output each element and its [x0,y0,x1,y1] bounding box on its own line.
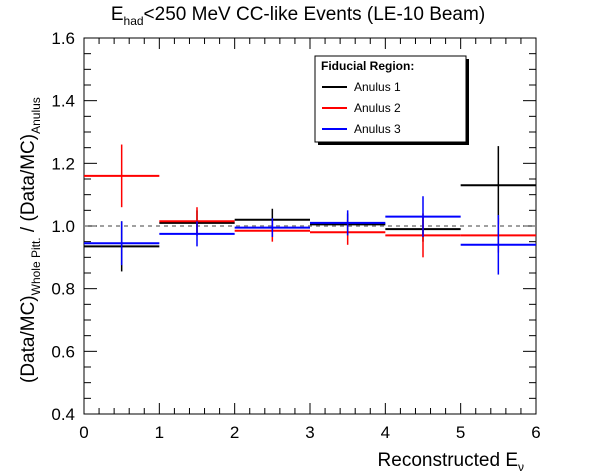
x-tick-label: 5 [456,423,465,442]
x-tick-label: 0 [79,423,88,442]
series-3 [84,196,536,275]
title-sub: had [123,13,144,28]
title-main: E [110,4,124,25]
legend-label: Anulus 1 [354,80,401,94]
x-tick-label: 3 [305,423,314,442]
x-axis-label-main: Reconstructed E [378,450,518,471]
series-layer [84,144,536,275]
x-tick-label: 4 [381,423,390,442]
legend-label: Anulus 3 [354,122,401,136]
tick-labels: 0 1 2 3 4 5 6 0.4 0.6 0.8 1.0 1.2 1.4 1.6 [51,29,540,442]
y-axis-label: (Data/MC)Whole Pitt. / (Data/MC)Anulus [18,97,43,383]
y-tick-label: 1.0 [51,217,75,236]
legend-header: Fiducial Region: [321,59,414,73]
series-2 [84,144,536,258]
y-axis-label-mid: / (Data/MC) [18,134,39,237]
x-axis-label-sub: ν [518,460,524,472]
y-tick-label: 0.6 [51,342,75,361]
x-axis-label: Reconstructed Eν [378,450,524,472]
x-tick-label: 1 [155,423,164,442]
chart-title: Ehad<250 MeV CC-like Events (LE-10 Beam) [0,4,596,28]
series-1 [84,146,536,272]
y-tick-label: 1.4 [51,92,75,111]
y-tick-label: 0.4 [51,405,75,424]
y-tick-label: 0.8 [51,280,75,299]
y-axis-label-a: (Data/MC) [18,295,39,383]
x-tick-label: 6 [531,423,540,442]
y-tick-label: 1.2 [51,154,75,173]
x-tick-label: 2 [230,423,239,442]
y-axis-label-a-sub: Whole Pitt. [29,237,43,295]
y-tick-label: 1.6 [51,29,75,48]
title-rest: <250 MeV CC-like Events (LE-10 Beam) [143,4,486,25]
legend-items: Anulus 1 Anulus 2 Anulus 3 [322,80,401,136]
legend-label: Anulus 2 [354,101,401,115]
legend-box [314,55,467,143]
y-axis-label-b-sub: Anulus [29,97,43,134]
